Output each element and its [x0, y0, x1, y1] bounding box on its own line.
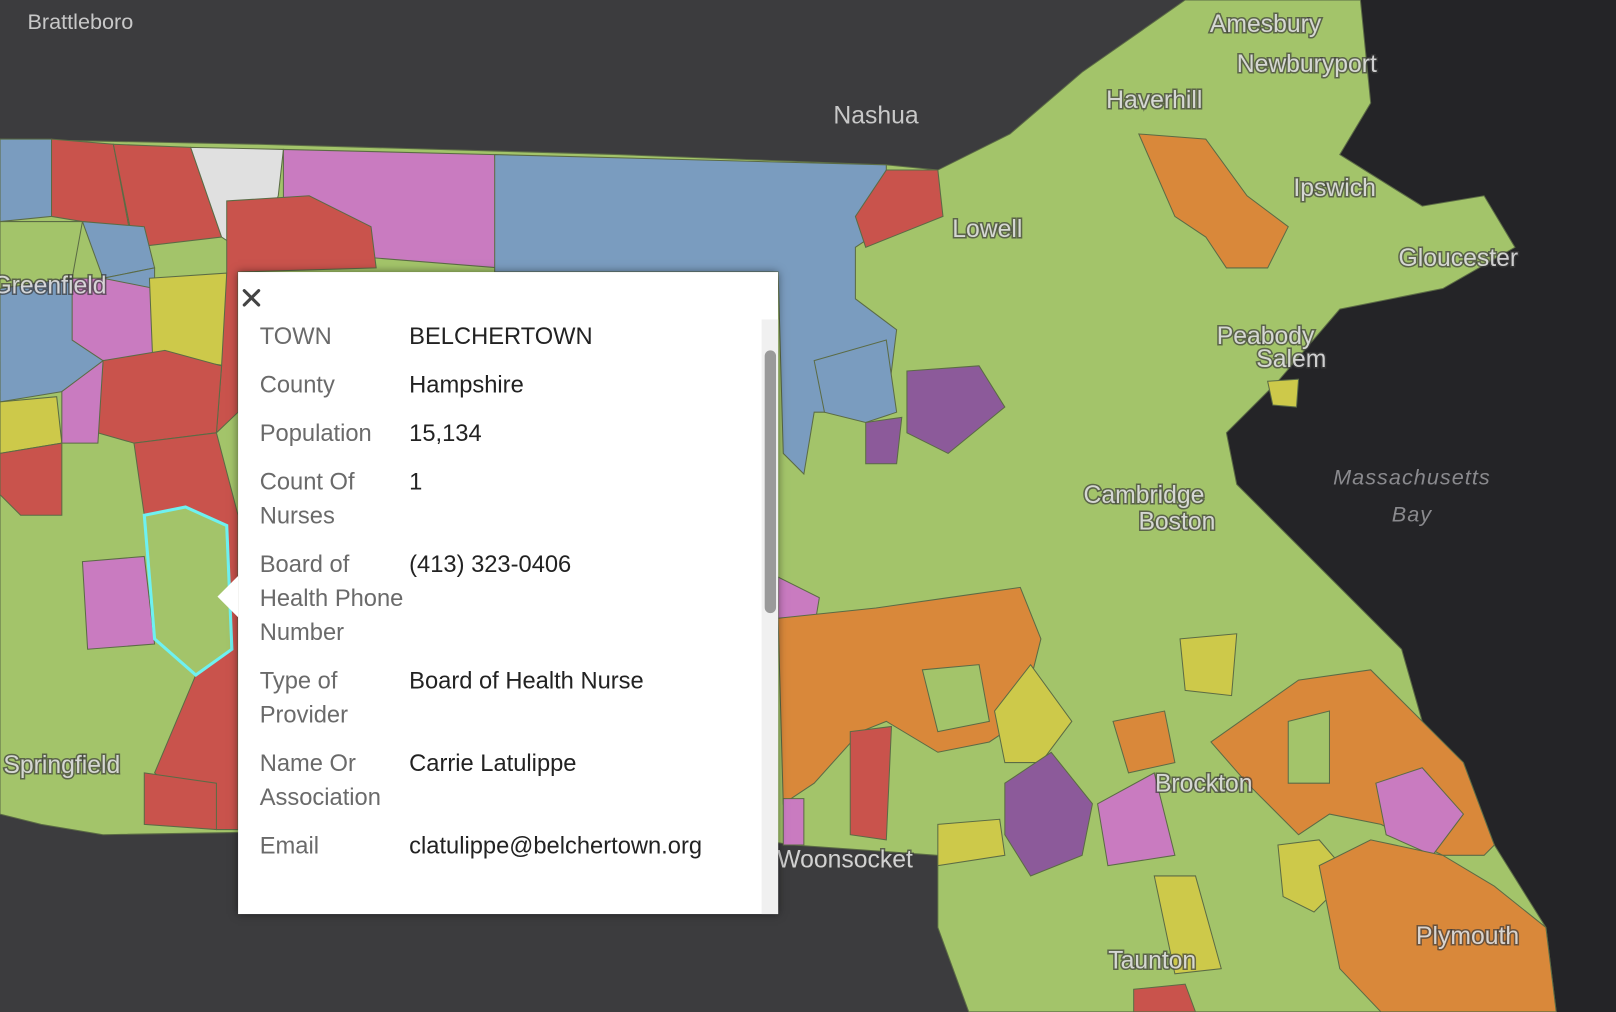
field-label: Name Or Association: [259, 749, 381, 810]
place-label: Taunton: [1108, 948, 1196, 975]
place-label: Ipswich: [1293, 175, 1375, 202]
attribute-row: TOWN BELCHERTOWN: [260, 319, 702, 367]
field-label: Email: [259, 831, 319, 859]
selected-town[interactable]: [142, 505, 234, 677]
place-label: Woonsocket: [777, 847, 913, 874]
place-label: Gloucester: [1399, 245, 1519, 272]
attribute-table: TOWN BELCHERTOWN County Hampshire Population…: [260, 319, 702, 877]
field-value: 1: [409, 467, 423, 495]
field-value: BELCHERTOWN: [409, 322, 593, 350]
place-label: Plymouth: [1416, 923, 1519, 950]
attribute-row: County Hampshire: [260, 368, 702, 416]
scrollbar[interactable]: [761, 319, 779, 915]
field-value: Hampshire: [409, 370, 524, 398]
attribute-row: Email clatulippe@belchertown.org: [260, 829, 702, 877]
place-label: Newburyport: [1237, 51, 1377, 78]
popup-content: TOWN BELCHERTOWN County Hampshire Population…: [238, 319, 758, 914]
place-label: Salem: [1256, 346, 1326, 373]
popup-pointer: [217, 576, 239, 618]
attribute-row: Count Of Nurses 1: [260, 465, 702, 547]
field-value: 15,134: [409, 419, 482, 447]
field-value: Board of Health Nurse: [409, 666, 644, 694]
attribute-row: Population 15,134: [260, 416, 702, 464]
place-label: Brockton: [1155, 770, 1253, 797]
field-label: Board of Health Phone Number: [259, 550, 404, 646]
place-label: Haverhill: [1106, 87, 1202, 114]
field-label: Type of Provider: [259, 666, 348, 728]
popup: TOWN BELCHERTOWN County Hampshire Population…: [217, 272, 779, 915]
field-value: (413) 323-0406: [409, 550, 572, 578]
field-label: County: [259, 370, 335, 398]
place-label: Peabody: [1217, 323, 1315, 350]
ocean: [1226, 0, 1616, 1012]
place-label: Nashua: [833, 103, 918, 130]
place-label: Brattleboro: [27, 9, 133, 34]
scroll-thumb[interactable]: [764, 350, 777, 614]
place-label: Lowell: [952, 216, 1022, 243]
place-label: Boston: [1138, 509, 1215, 536]
field-value: Carrie Latulippe: [409, 749, 577, 776]
attribute-row: Type of Provider Board of Health Nurse: [260, 664, 702, 746]
field-value: clatulippe@belchertown.org: [409, 831, 703, 859]
place-label: Springfield: [3, 752, 120, 779]
place-label: Amesbury: [1210, 11, 1322, 38]
place-label: Bay: [1392, 501, 1433, 526]
place-label: Massachusetts: [1333, 464, 1491, 489]
field-label: Population: [259, 419, 372, 447]
attribute-row: Name Or Association Carrie Latulippe: [260, 746, 702, 828]
attribute-row: Board of Health Phone Number (413) 323-04…: [260, 547, 702, 663]
place-label: Cambridge: [1084, 482, 1205, 509]
town-regions: [0, 133, 1557, 1012]
map-labels: Brattleboro Amesbury Newburyport Nashua Have…: [0, 9, 1521, 976]
field-label: TOWN: [259, 322, 332, 350]
place-label: Greenfield: [0, 273, 106, 300]
close-button[interactable]: [238, 284, 265, 311]
field-label: Count Of Nurses: [259, 467, 355, 529]
